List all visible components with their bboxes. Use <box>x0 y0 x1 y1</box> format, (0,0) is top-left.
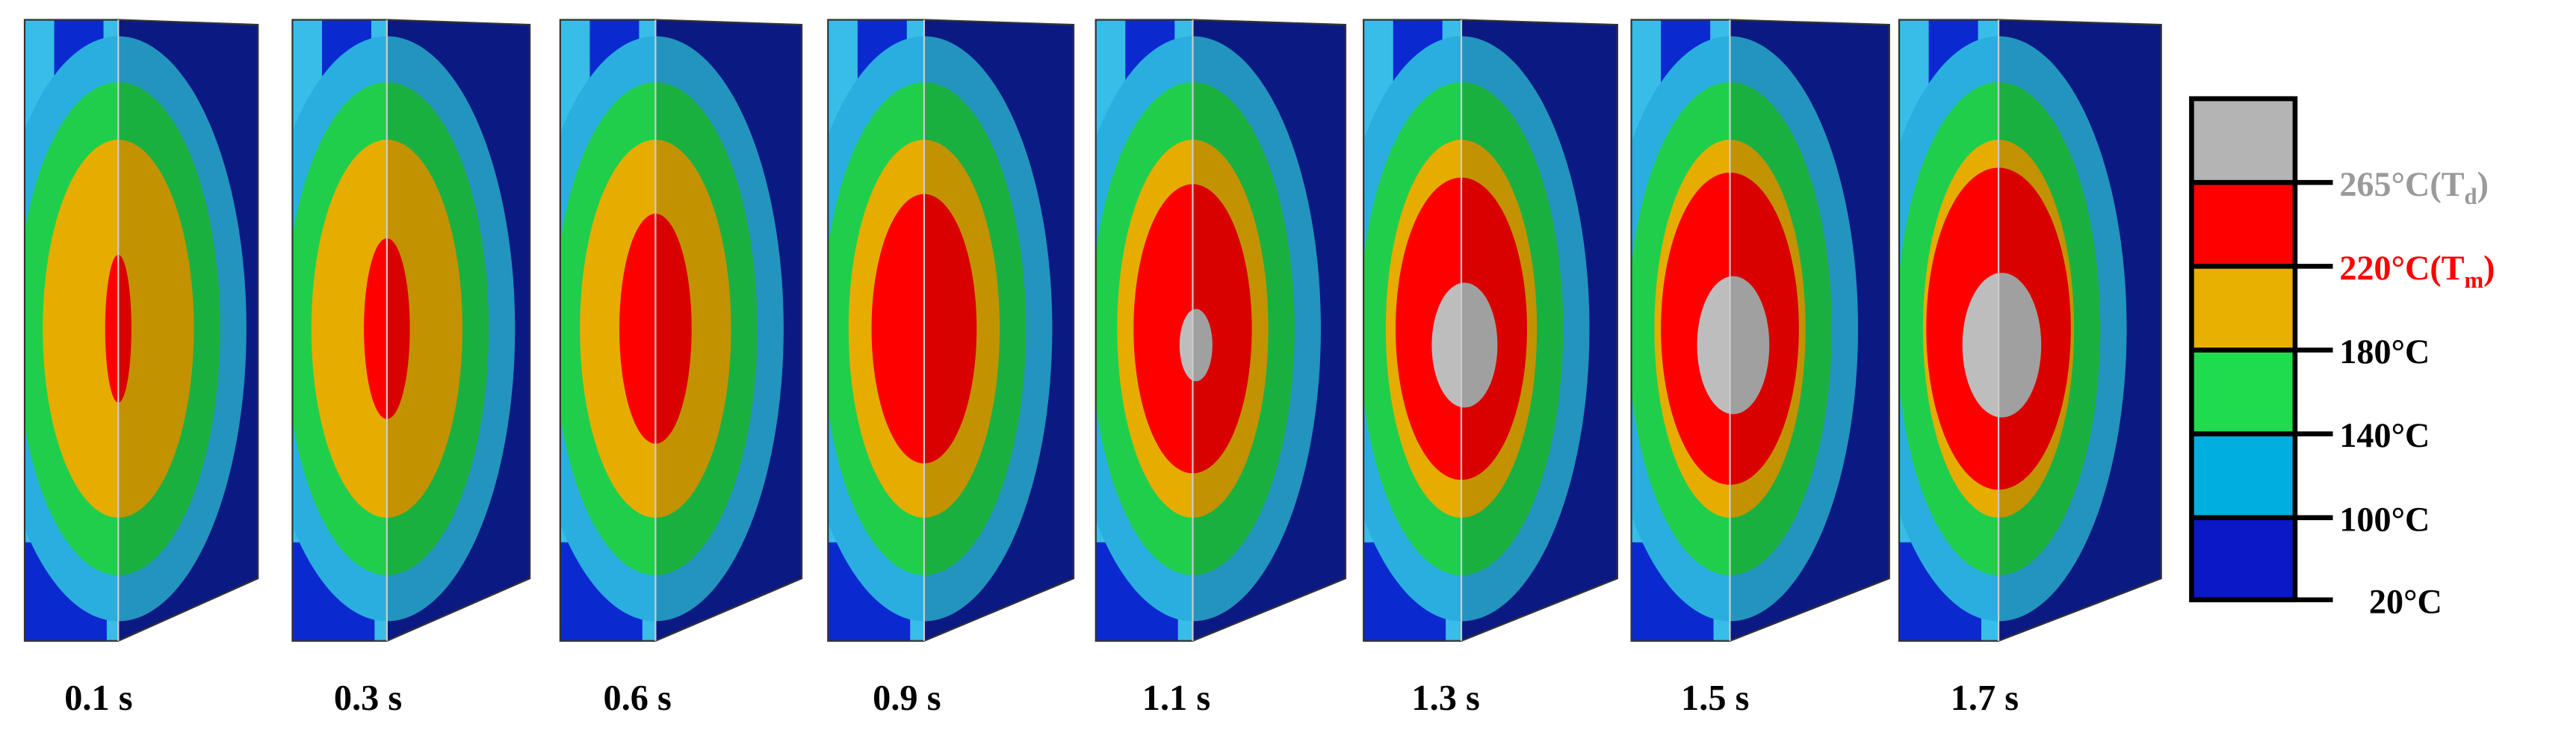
legend-label: 180°C <box>2339 333 2430 371</box>
label-text: 265°C(T <box>2339 165 2464 203</box>
legend-label: 20°C <box>2369 582 2442 620</box>
time-label: 0.9 s <box>873 678 941 718</box>
block <box>560 19 802 641</box>
time-label: 0.6 s <box>604 678 672 718</box>
block <box>1095 19 1346 641</box>
legend-swatch <box>2191 433 2295 518</box>
contour <box>1962 273 2042 418</box>
block <box>1631 19 1889 641</box>
time-label: 1.3 s <box>1411 678 1479 718</box>
side-shade <box>923 19 1074 641</box>
label-end: ) <box>2477 165 2489 203</box>
legend-swatch <box>2191 266 2295 350</box>
legend-swatch <box>2191 517 2295 600</box>
block <box>24 19 258 641</box>
label-sub: d <box>2465 184 2477 209</box>
time-label: 0.3 s <box>334 678 402 718</box>
label-end: ) <box>2483 249 2495 287</box>
label-sub: m <box>2465 267 2484 293</box>
contour <box>1431 282 1498 408</box>
contour <box>1179 309 1213 382</box>
block <box>1899 19 2161 641</box>
side-shade <box>1192 19 1346 641</box>
blocks <box>23 19 2162 642</box>
side-shade <box>1461 19 1617 641</box>
block <box>1363 19 1617 641</box>
time-label: 1.1 s <box>1142 678 1210 718</box>
side-shade <box>1998 19 2161 641</box>
time-label: 1.5 s <box>1681 678 1749 718</box>
legend: 265°C(Td) 220°C(Tm) 180°C 140°C 100°C 20… <box>2189 96 2495 620</box>
side-shade <box>1730 19 1889 641</box>
time-label: 1.7 s <box>1951 678 2019 718</box>
legend-label: 100°C <box>2339 500 2430 538</box>
block <box>828 19 1074 641</box>
legend-label: 220°C(Tm) <box>2339 249 2495 293</box>
side-shade <box>118 19 258 641</box>
legend-ticks <box>2191 179 2333 603</box>
legend-label: 140°C <box>2339 416 2430 454</box>
contour <box>1697 276 1770 415</box>
block <box>292 19 530 641</box>
legend-swatch <box>2191 182 2295 267</box>
label-text: 220°C(T <box>2339 249 2464 287</box>
side-shade <box>655 19 802 641</box>
legend-label: 265°C(Td) <box>2339 165 2489 209</box>
time-label: 0.1 s <box>64 678 132 718</box>
legend-swatch <box>2191 350 2295 434</box>
side-shade <box>386 19 530 641</box>
legend-swatch <box>2191 99 2295 183</box>
